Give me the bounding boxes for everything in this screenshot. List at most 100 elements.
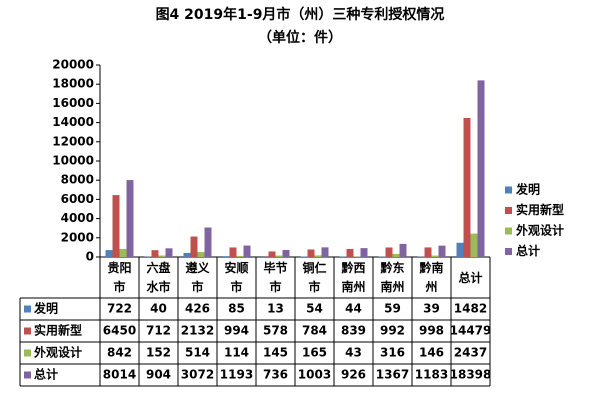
y-tick-label: 20000 xyxy=(52,58,94,72)
table-cell: 1482 xyxy=(454,302,487,316)
bar xyxy=(222,256,230,257)
x-tick-label: 遵义市 xyxy=(185,260,210,294)
legend-label: 实用新型 xyxy=(516,202,564,217)
x-tick-label: 毕节市 xyxy=(263,260,287,294)
x-tick-label: 六盘水市 xyxy=(146,260,170,294)
table-row-label: 总计 xyxy=(34,367,58,382)
table-cell: 6450 xyxy=(103,324,136,338)
bar xyxy=(399,243,407,257)
bar xyxy=(275,255,283,257)
y-tick-label: 6000 xyxy=(61,192,94,206)
legend-label: 发明 xyxy=(515,182,540,197)
bar xyxy=(183,252,191,257)
table-cell: 839 xyxy=(341,324,366,338)
table-cell: 992 xyxy=(380,324,405,338)
bar xyxy=(119,248,127,257)
bar xyxy=(126,180,134,257)
bar xyxy=(151,250,159,257)
chart-subtitle: （单位：件） xyxy=(258,29,342,46)
table-cell: 146 xyxy=(419,346,444,360)
bar xyxy=(300,256,308,257)
y-tick-label: 14000 xyxy=(52,115,94,129)
table-row-label: 实用新型 xyxy=(34,323,82,338)
x-tick-label: 黔东南州 xyxy=(380,260,404,294)
table-cell: 1183 xyxy=(415,368,448,382)
legend-label: 外观设计 xyxy=(516,223,564,238)
y-tick-label: 10000 xyxy=(52,154,94,168)
bar xyxy=(392,253,400,257)
table-cell: 1193 xyxy=(220,368,253,382)
table-cell: 59 xyxy=(384,302,401,316)
bar xyxy=(360,248,368,257)
bar xyxy=(470,233,478,257)
table-cell: 18398 xyxy=(450,368,492,382)
y-tick-label: 18000 xyxy=(52,77,94,91)
y-tick-label: 8000 xyxy=(61,173,94,187)
bar xyxy=(463,118,471,257)
bar xyxy=(346,248,354,257)
table-cell: 44 xyxy=(345,302,362,316)
bar xyxy=(229,247,237,257)
bar xyxy=(105,250,113,257)
table-cell: 1003 xyxy=(298,368,331,382)
x-tick-label: 铜仁市 xyxy=(302,260,326,294)
table-cell: 722 xyxy=(107,302,132,316)
y-tick-label: 16000 xyxy=(52,96,94,110)
bar xyxy=(236,255,244,257)
table-cell: 998 xyxy=(419,324,444,338)
bar xyxy=(431,255,439,257)
table-cell: 152 xyxy=(146,346,171,360)
bar xyxy=(165,248,173,257)
table-cell: 85 xyxy=(228,302,245,316)
bar xyxy=(197,252,205,257)
legend-key xyxy=(505,227,512,235)
table-cell: 145 xyxy=(263,346,288,360)
table-cell: 13 xyxy=(267,302,284,316)
bar xyxy=(424,247,432,257)
bar xyxy=(307,249,315,257)
table-cell: 904 xyxy=(146,368,171,382)
table-cell: 2437 xyxy=(454,346,487,360)
legend-label: 总计 xyxy=(516,243,540,258)
bar xyxy=(243,245,251,257)
table-cell: 114 xyxy=(224,346,249,360)
bar xyxy=(378,256,386,257)
legend-key xyxy=(505,207,512,214)
legend-key xyxy=(24,305,31,313)
legend-key xyxy=(24,371,31,379)
y-tick-label: 4000 xyxy=(61,211,94,225)
bar xyxy=(314,255,322,257)
table-cell: 39 xyxy=(423,302,440,316)
x-tick-label: 总计 xyxy=(458,270,482,285)
table-cell: 514 xyxy=(185,346,210,360)
table-cell: 842 xyxy=(107,346,132,360)
bar xyxy=(456,242,464,257)
table-cell: 926 xyxy=(341,368,366,382)
table-cell: 712 xyxy=(146,324,171,338)
chart-title: 图4 2019年1-9月市（州）三种专利授权情况 xyxy=(156,6,445,23)
table-row-label: 外观设计 xyxy=(34,345,82,360)
y-tick-label: 0 xyxy=(86,250,94,264)
table-cell: 43 xyxy=(345,346,362,360)
table-cell: 2132 xyxy=(181,324,214,338)
table-cell: 316 xyxy=(380,346,405,360)
x-tick-label: 黔南州 xyxy=(419,260,443,294)
legend-key xyxy=(505,186,512,194)
bar xyxy=(204,227,212,257)
legend-key xyxy=(505,248,512,255)
x-tick-label: 安顺市 xyxy=(224,260,248,294)
legend-key xyxy=(24,327,31,335)
table-cell: 3072 xyxy=(181,368,214,382)
table-cell: 784 xyxy=(302,324,327,338)
bar xyxy=(268,251,276,257)
table-cell: 736 xyxy=(263,368,288,382)
bar xyxy=(438,245,446,257)
table-cell: 165 xyxy=(302,346,327,360)
table-cell: 54 xyxy=(306,302,323,316)
bar xyxy=(158,255,166,257)
x-tick-label: 贵阳市 xyxy=(107,260,131,294)
table-row-label: 发明 xyxy=(33,301,58,316)
legend-key xyxy=(24,349,31,357)
y-tick-label: 2000 xyxy=(61,230,94,244)
